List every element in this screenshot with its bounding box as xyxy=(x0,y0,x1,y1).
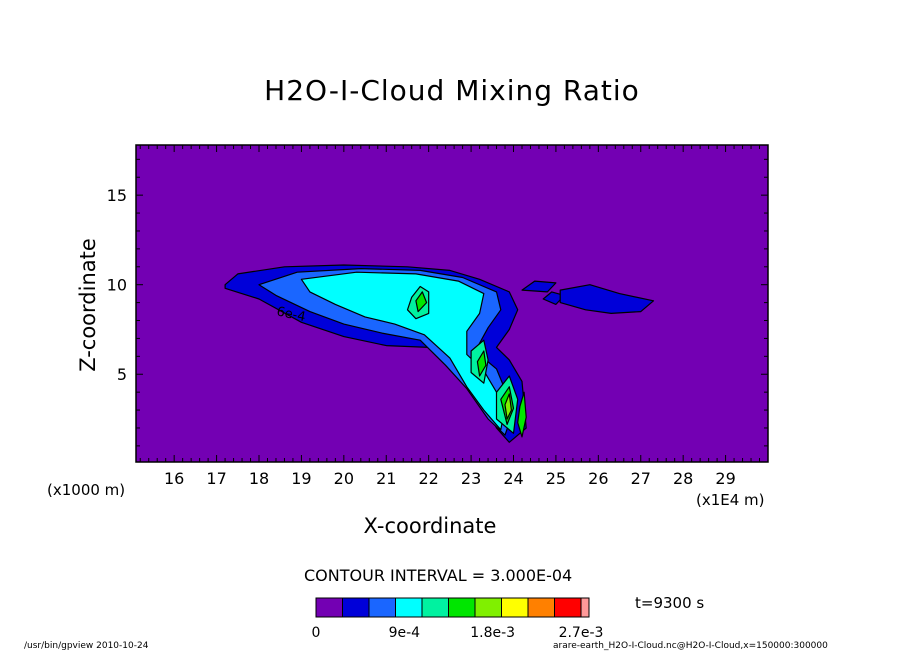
y-tick-label: 15 xyxy=(107,186,127,205)
x-tick-label: 25 xyxy=(546,469,566,488)
colorbar-swatch xyxy=(395,597,423,618)
chart-title: H2O-I-Cloud Mixing Ratio xyxy=(264,74,640,107)
colorbar-swatch xyxy=(501,597,529,618)
x-tick-label: 22 xyxy=(418,469,438,488)
contour-value-label: 6e-4 xyxy=(275,304,307,325)
x-tick-label: 19 xyxy=(291,469,311,488)
colorbar-swatch xyxy=(448,597,476,618)
x-axis-label: X-coordinate xyxy=(363,514,497,538)
x-tick-label: 27 xyxy=(631,469,651,488)
colorbar-swatch xyxy=(527,597,555,618)
colorbar-swatch xyxy=(580,597,590,618)
contour-fills xyxy=(136,145,768,462)
colorbar-tick-label: 2.7e-3 xyxy=(559,625,604,641)
colorbar-swatch xyxy=(342,597,370,618)
x-tick-label: 24 xyxy=(503,469,523,488)
x-tick-label: 28 xyxy=(673,469,693,488)
contour-region-3 xyxy=(559,284,655,314)
plot-axes: 16 17 18 19 20 21 22 23 24 25 26 27 28 29 5 10 15 6e-4 xyxy=(107,144,769,488)
y-tick-label: 5 xyxy=(117,365,127,384)
x-tick-label: 18 xyxy=(249,469,269,488)
contour-region-9 xyxy=(415,291,428,313)
x-tick-label: 26 xyxy=(588,469,608,488)
x-axis-unit-left: (x1000 m) xyxy=(47,481,126,499)
footer-right-text: arare-earth_H2O-I-Cloud.nc@H2O-I-Cloud,x… xyxy=(553,641,828,651)
x-tick-label: 21 xyxy=(376,469,396,488)
y-axis-label: Z-coordinate xyxy=(76,238,100,372)
x-tick-label: 16 xyxy=(164,469,184,488)
colorbar-swatch xyxy=(368,597,396,618)
colorbar-tick-label: 0 xyxy=(312,625,321,641)
x-tick-label: 29 xyxy=(715,469,735,488)
contour-region-13 xyxy=(504,393,512,420)
footer-left-text: /usr/bin/gpview 2010-10-24 xyxy=(24,641,149,651)
colorbar-swatch xyxy=(474,597,502,618)
time-label: t=9300 s xyxy=(635,594,705,612)
contour-region-1 xyxy=(521,280,557,293)
x-axis-unit-right: (x1E4 m) xyxy=(696,491,765,509)
x-tick-label: 20 xyxy=(334,469,354,488)
contour-interval-label: CONTOUR INTERVAL = 3.000E-04 xyxy=(304,566,573,585)
y-tick-label: 10 xyxy=(107,276,127,295)
colorbar-swatch xyxy=(554,597,582,618)
colorbar-tick-label: 9e-4 xyxy=(389,625,421,641)
colorbar: 0 9e-4 1.8e-3 2.7e-3 xyxy=(312,597,604,641)
colorbar-tick-label: 1.8e-3 xyxy=(470,625,515,641)
contour-region-10 xyxy=(476,350,487,377)
colorbar-swatch xyxy=(315,597,343,618)
contour-region-12 xyxy=(517,391,527,438)
colorbar-swatch xyxy=(421,597,449,618)
plot-frame xyxy=(135,144,769,463)
x-tick-label: 23 xyxy=(461,469,481,488)
x-tick-label: 17 xyxy=(206,469,226,488)
